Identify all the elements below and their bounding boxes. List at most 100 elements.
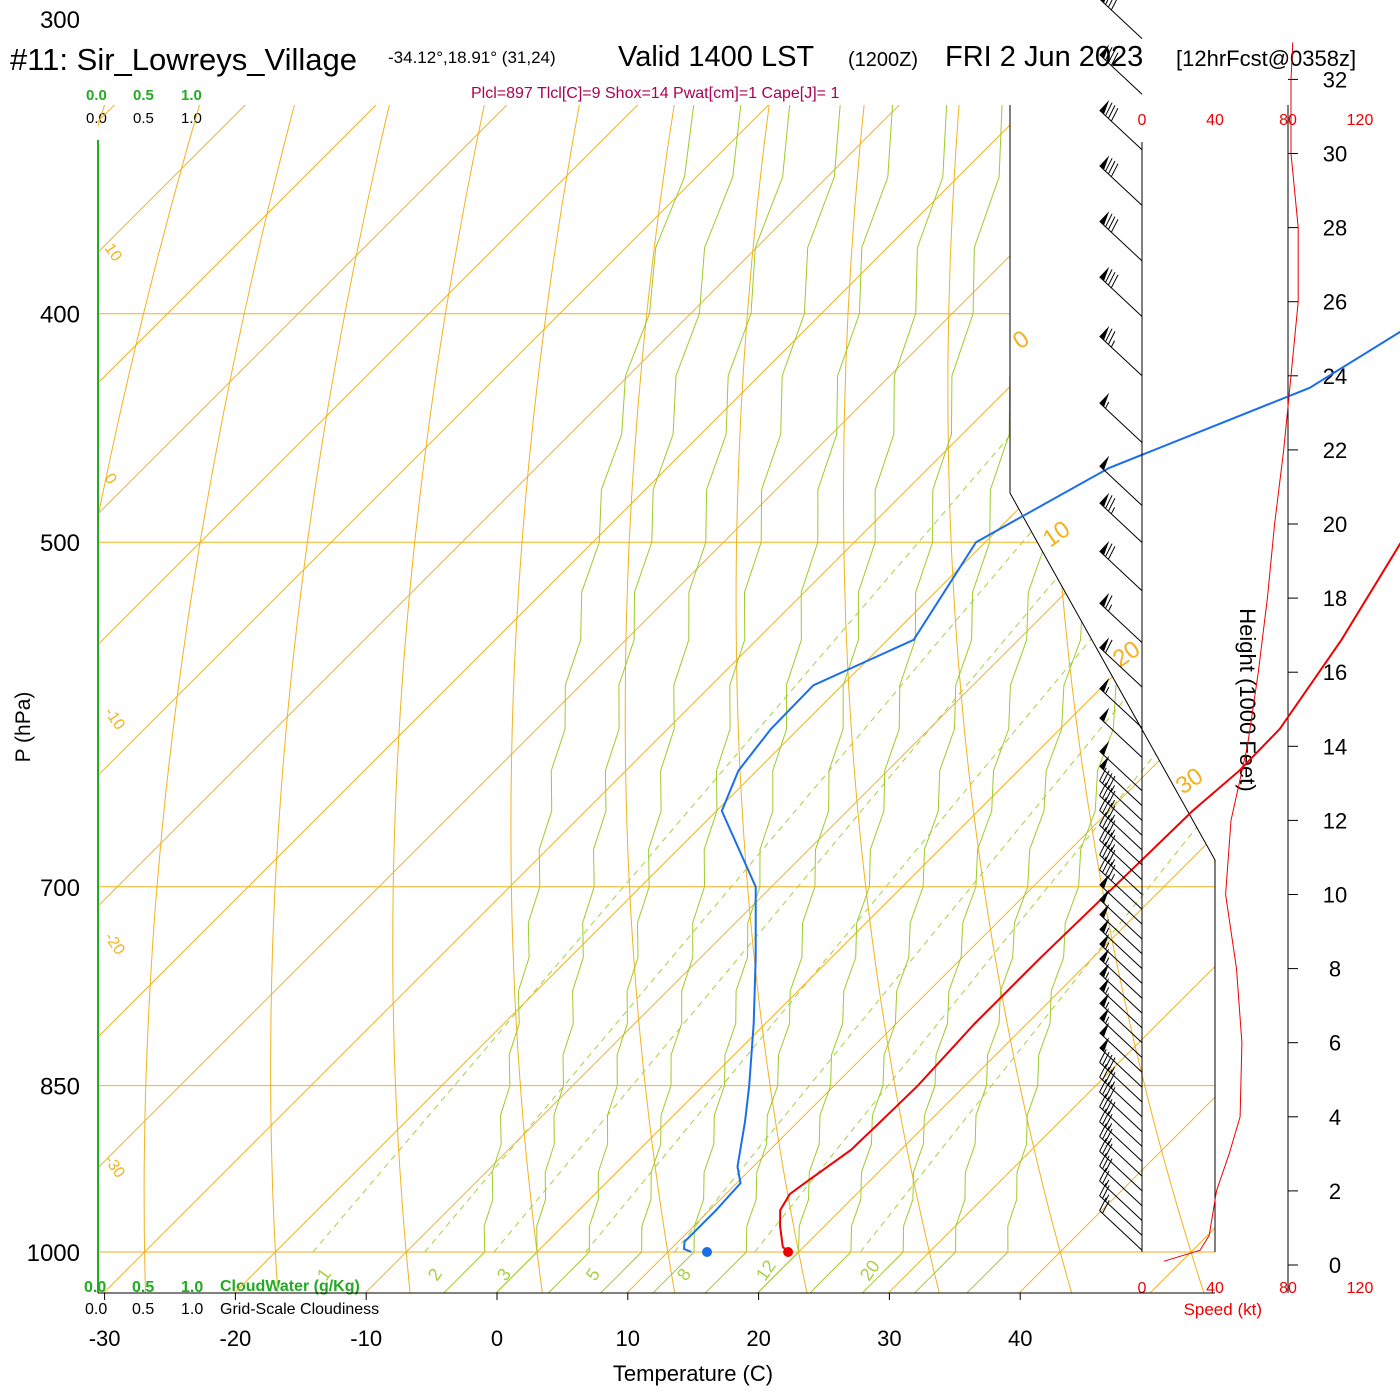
wind-barb-feather [1099, 1049, 1107, 1063]
wind-barb-pennant [1099, 948, 1110, 963]
wind-barb [1099, 987, 1143, 1029]
wind-barb-feather [1107, 497, 1116, 512]
dry-adiabat [98, 105, 214, 1293]
wind-barb-feather [1099, 767, 1107, 782]
wind-barb-feather [1107, 820, 1116, 834]
wind-barb [1099, 276, 1143, 317]
dry-adiabat [98, 105, 127, 1293]
wind-barb [1099, 502, 1143, 543]
isotherm-line [98, 105, 1215, 1293]
height-tick-label: 28 [1323, 216, 1347, 241]
wind-barb-feather [1105, 495, 1113, 509]
wind-barb [1099, 928, 1143, 969]
pressure-tick-label: 1000 [27, 1240, 80, 1267]
wind-barb-half-feather [1110, 1066, 1116, 1074]
dry-adiabat-label: 30 [1171, 762, 1208, 799]
wind-barb-feather [1110, 274, 1119, 289]
wind-barb [1099, 54, 1143, 95]
wind-barb-feather [1102, 1125, 1110, 1140]
wind-barb [1099, 1150, 1143, 1192]
wind-barb-feather [1107, 546, 1116, 560]
wind-barb-feather [1105, 1054, 1113, 1069]
wind-barb-feather [1105, 1158, 1113, 1172]
wind-barb-feather [1102, 1185, 1110, 1199]
wind-barb-feather [1105, 639, 1113, 654]
wind-barb-feather [1102, 785, 1110, 799]
wind-barb-pennant [1099, 455, 1110, 470]
wind-barb-half-feather [1110, 829, 1116, 837]
wind-barb [1099, 220, 1143, 262]
wind-barb-pennant [1099, 874, 1110, 889]
wind-barb-feather [1105, 817, 1113, 831]
wind-barb-feather [1102, 1111, 1110, 1125]
wind-barb-feather [1107, 835, 1116, 849]
wind-barb-feather [1105, 861, 1113, 876]
height-tick-label: 22 [1323, 438, 1347, 463]
mixing-ratio-label: 20 [856, 1256, 884, 1284]
dry-adiabat-label: -10 [101, 705, 128, 734]
wind-barb-feather [1099, 1108, 1107, 1122]
wind-barb-feather [1102, 1081, 1110, 1095]
temperature-tick-label: 10 [616, 1326, 640, 1351]
isotherm-line [98, 105, 1215, 1293]
wind-barb-feather [1107, 1101, 1116, 1116]
wind-barb-pennant [1099, 1037, 1110, 1052]
valid-time: Valid 1400 LST [618, 41, 814, 73]
wind-barb-half-feather [1105, 1179, 1110, 1187]
wind-barb [1099, 810, 1143, 851]
wind-barb [1099, 465, 1143, 506]
wind-barb [1099, 335, 1143, 377]
isotherm-line [98, 105, 1084, 1293]
wind-barb-feather [1102, 829, 1110, 844]
wind-barb-feather [1107, 216, 1116, 230]
wind-barb-feather [1099, 841, 1107, 856]
cloud-top-green-0: 0.0 [86, 87, 107, 104]
dry-adiabat [98, 105, 301, 1293]
wind-barb [1099, 765, 1143, 806]
mixing-ratio-label: 2 [424, 1265, 446, 1285]
wind-barb-half-feather [1110, 1081, 1116, 1089]
wind-barb-pennant [1099, 707, 1110, 722]
height-tick-label: 14 [1323, 734, 1347, 759]
moist-adiabat [905, 105, 1215, 1293]
wind-barb-feather [1099, 1063, 1107, 1078]
wind-barb-feather [1107, 1057, 1116, 1071]
wind-panel [1099, 0, 1299, 1262]
dry-adiabat-label: 10 [101, 241, 125, 265]
height-tick-label: 18 [1323, 586, 1347, 611]
wind-barb [1099, 854, 1143, 895]
moist-adiabat [695, 105, 1027, 1293]
dry-adiabat [947, 105, 1084, 1293]
cloud-top-green-2: 1.0 [181, 87, 202, 104]
wind-barb-feather [1105, 269, 1113, 283]
wind-barb [1099, 109, 1143, 151]
moist-adiabat [486, 105, 834, 1293]
y-axis-title: P (hPa) [12, 692, 35, 763]
isotherm-line [98, 105, 1215, 1293]
wind-barb-pennant [1099, 933, 1110, 948]
temperature-line [779, 542, 1400, 1253]
wind-barb-feather [1105, 46, 1113, 61]
wind-barb-feather [1107, 1087, 1116, 1101]
wind-barb-feather [1107, 331, 1116, 345]
wind-barb-feather [1105, 102, 1113, 116]
wind-barb-pennant [1099, 266, 1110, 281]
wind-barb-half-feather [1110, 814, 1116, 822]
wind-barb-half-feather [1105, 957, 1110, 965]
wind-barb-pennant [1099, 211, 1110, 226]
wind-barb-pennant [1099, 755, 1110, 771]
wind-barb-feather [1107, 0, 1113, 8]
speed-top-tick-1: 40 [1206, 112, 1224, 129]
pressure-tick-label: 700 [40, 875, 80, 902]
wind-barb-feather [1102, 1170, 1110, 1184]
height-tick-label: 32 [1323, 67, 1347, 92]
wind-barb-pennant [1099, 889, 1110, 904]
wind-barb-half-feather [1105, 1016, 1110, 1024]
temperature-tick-label: 20 [746, 1326, 770, 1351]
mixing-ratio-line [860, 313, 1215, 1253]
wind-barb [1099, 913, 1143, 955]
isotherm-line [98, 105, 299, 1293]
isotherm-line [98, 105, 1214, 1293]
chart-grid [98, 105, 1215, 1293]
grid-clip [98, 105, 1215, 1293]
